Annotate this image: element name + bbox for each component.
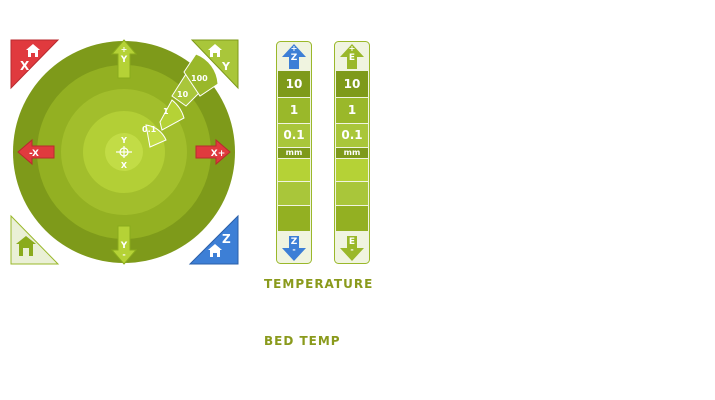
y-plus-axis: Y bbox=[120, 55, 128, 65]
y-plus-sign: + bbox=[121, 45, 128, 54]
home-x-label: X bbox=[20, 59, 30, 73]
z-step-1-label: 1 bbox=[289, 103, 299, 117]
e-jog-column: + E 10 1 0.1 mm E - bbox=[334, 41, 370, 264]
z-unit-label: mm bbox=[285, 148, 303, 157]
crosshair-icon bbox=[116, 146, 132, 158]
home-all-button[interactable] bbox=[10, 214, 60, 265]
step-label-0-1: 0.1 bbox=[142, 125, 157, 134]
e-step-1-label: 1 bbox=[347, 103, 357, 117]
step-label-1: 1 bbox=[163, 107, 169, 116]
home-icon bbox=[26, 44, 40, 57]
e-step-neg-10[interactable] bbox=[336, 206, 368, 231]
temperature-heading: TEMPERATURE bbox=[264, 277, 374, 291]
home-z-label: Z bbox=[222, 232, 231, 246]
home-y-label: Y bbox=[221, 60, 231, 73]
z-step-neg-10[interactable] bbox=[278, 206, 310, 231]
y-minus-axis: Y bbox=[120, 241, 128, 251]
home-icon bbox=[16, 236, 36, 256]
center-y-label: Y bbox=[120, 136, 127, 145]
e-step-0-1[interactable] bbox=[336, 124, 368, 147]
e-down-minus: - bbox=[350, 245, 354, 254]
step-wedges bbox=[145, 53, 219, 148]
z-step-neg-0-1[interactable] bbox=[278, 159, 310, 181]
x-minus-label: -X bbox=[29, 149, 39, 159]
z-jog-column: + Z 10 1 0.1 mm Z - bbox=[276, 41, 312, 264]
z-step-10[interactable] bbox=[278, 71, 310, 97]
z-step-10-label: 10 bbox=[285, 77, 303, 91]
e-step-0-1-label: 0.1 bbox=[341, 128, 363, 142]
y-minus-sign: - bbox=[122, 250, 125, 259]
home-icon bbox=[208, 244, 222, 257]
step-label-10: 10 bbox=[177, 90, 189, 99]
e-down-button[interactable] bbox=[340, 236, 364, 261]
e-down-axis: E bbox=[348, 237, 356, 247]
jog-x-minus-button[interactable] bbox=[17, 138, 55, 166]
bed-temp-heading: BED TEMP bbox=[264, 334, 341, 348]
e-unit-label: mm bbox=[343, 148, 361, 157]
center-x-label: X bbox=[121, 161, 128, 170]
e-up-plus: + bbox=[348, 44, 356, 53]
z-up-plus: + bbox=[290, 44, 298, 53]
e-unit-bar bbox=[336, 148, 368, 158]
jog-x-plus-button[interactable] bbox=[195, 138, 231, 166]
z-down-minus: - bbox=[292, 245, 296, 254]
home-x-button[interactable]: X bbox=[10, 39, 60, 90]
z-up-button[interactable] bbox=[282, 44, 306, 69]
home-y-button[interactable]: Y bbox=[190, 39, 239, 90]
z-step-0-1-label: 0.1 bbox=[283, 128, 305, 142]
e-up-axis: E bbox=[348, 53, 356, 63]
x-plus-label: X+ bbox=[211, 149, 225, 159]
e-up-button[interactable] bbox=[340, 44, 364, 69]
home-icon bbox=[208, 44, 222, 57]
z-step-1[interactable] bbox=[278, 98, 310, 123]
z-unit-bar bbox=[278, 148, 310, 158]
e-step-neg-1[interactable] bbox=[336, 182, 368, 205]
e-step-1[interactable] bbox=[336, 98, 368, 123]
jog-y-plus-button[interactable] bbox=[110, 39, 138, 79]
e-step-10[interactable] bbox=[336, 71, 368, 97]
e-step-10-label: 10 bbox=[343, 77, 361, 91]
z-step-neg-1[interactable] bbox=[278, 182, 310, 205]
jog-y-minus-button[interactable] bbox=[110, 225, 138, 265]
z-down-button[interactable] bbox=[282, 236, 306, 261]
z-down-axis: Z bbox=[290, 237, 298, 247]
home-z-button[interactable]: Z bbox=[188, 214, 239, 265]
e-step-neg-0-1[interactable] bbox=[336, 159, 368, 181]
xy-jog-control: X Y Z 0.1 bbox=[10, 39, 239, 265]
step-label-100: 100 bbox=[191, 74, 208, 83]
z-up-axis: Z bbox=[290, 53, 298, 63]
z-step-0-1[interactable] bbox=[278, 124, 310, 147]
